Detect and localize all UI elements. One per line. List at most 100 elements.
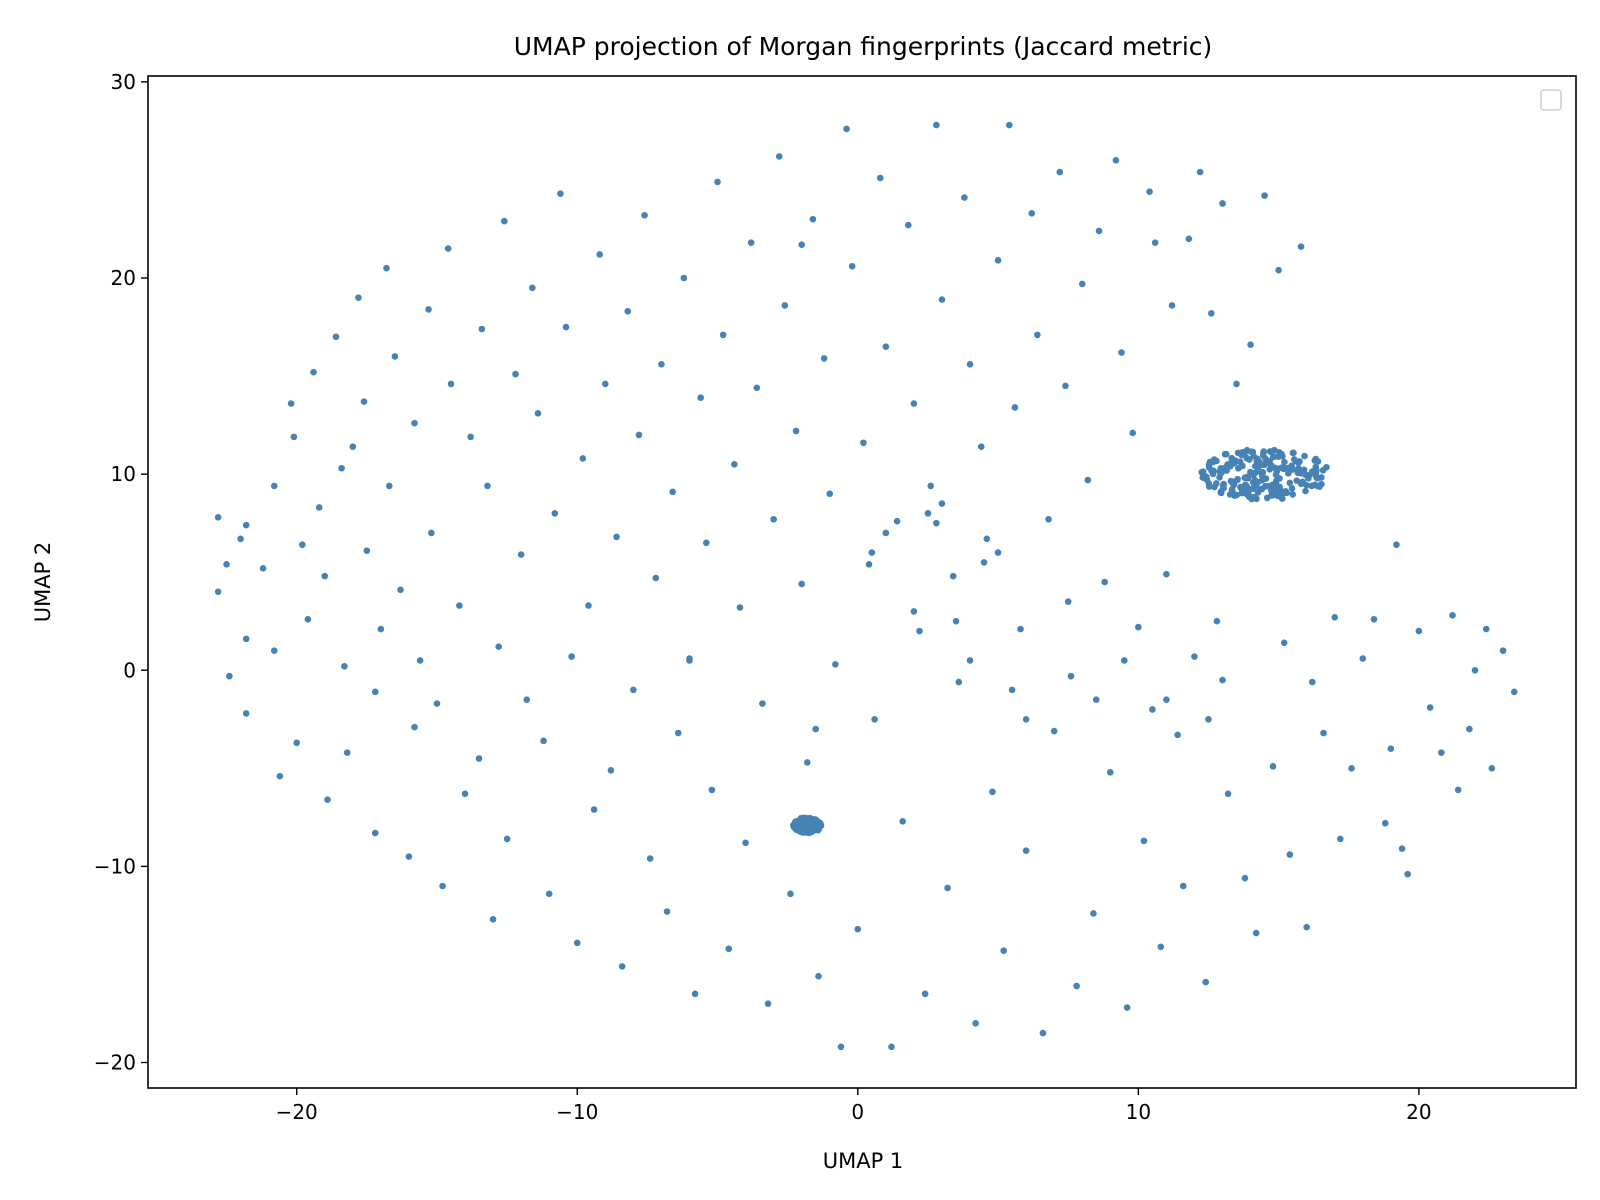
scatter-point: [882, 343, 890, 350]
scatter-point: [355, 294, 362, 301]
x-axis-label: UMAP 1: [823, 1149, 904, 1173]
scatter-point: [1157, 943, 1165, 951]
scatter-point: [1163, 696, 1170, 703]
scatter-point: [1252, 929, 1260, 937]
scatter-point: [1205, 715, 1212, 723]
scatter-point: [910, 400, 918, 407]
scatter-point: [349, 443, 357, 450]
scatter-point: [989, 788, 996, 796]
scatter-point: [980, 559, 988, 566]
scatter-point: [503, 835, 511, 843]
cluster-point: [1210, 467, 1217, 475]
scatter-point: [798, 241, 805, 248]
scatter-point: [1028, 209, 1036, 217]
y-tick-label: 0: [123, 658, 136, 682]
scatter-point: [1095, 227, 1103, 235]
scatter-point: [809, 215, 817, 223]
scatter-point: [630, 686, 637, 694]
scatter-point: [585, 602, 592, 609]
cluster-point: [797, 825, 804, 832]
scatter-point: [1121, 657, 1128, 664]
cluster-point: [1289, 491, 1297, 498]
scatter-point: [517, 551, 525, 558]
scatter-point: [798, 580, 805, 588]
cluster-point: [1301, 452, 1308, 460]
scatter-point: [1398, 845, 1406, 853]
cluster-point: [1276, 487, 1284, 495]
scatter-point: [579, 455, 587, 462]
scatter-point: [1320, 729, 1327, 737]
scatter-point: [1112, 157, 1120, 164]
scatter-point: [955, 678, 963, 686]
scatter-point: [674, 729, 682, 737]
cluster-point: [1250, 493, 1258, 501]
scatter-point: [214, 513, 222, 521]
scatter-point: [1101, 578, 1108, 586]
cluster-point: [1278, 450, 1285, 458]
scatter-point: [1454, 786, 1462, 794]
scatter-point: [377, 625, 385, 633]
scatter-point: [411, 419, 418, 427]
scatter-point: [1017, 625, 1024, 633]
scatter-point: [753, 384, 761, 392]
cluster-point: [1273, 468, 1280, 475]
scatter-point: [1247, 341, 1254, 348]
cluster-point: [1223, 463, 1231, 470]
cluster-point: [1294, 469, 1302, 477]
cluster-point: [1228, 486, 1236, 493]
scatter-point: [1151, 239, 1159, 247]
scatter-point: [669, 488, 676, 496]
scatter-point: [534, 410, 542, 417]
scatter-point: [686, 657, 693, 664]
cluster-point: [1282, 487, 1289, 495]
cluster-point: [1268, 448, 1275, 456]
cluster-point: [1300, 466, 1308, 474]
scatter-point: [691, 990, 699, 998]
scatter-point: [276, 772, 284, 780]
scatter-point: [832, 661, 839, 668]
scatter-point: [1000, 947, 1007, 955]
scatter-point: [1219, 200, 1226, 207]
cluster-point: [1223, 450, 1230, 458]
scatter-point: [613, 533, 620, 541]
scatter-point: [1381, 819, 1389, 827]
scatter-point: [590, 806, 598, 813]
scatter-point: [865, 561, 873, 568]
scatter-point: [456, 602, 463, 609]
scatter-point: [512, 370, 519, 378]
cluster-point: [1234, 449, 1242, 457]
scatter-point: [371, 829, 379, 837]
cluster-point: [1254, 489, 1262, 496]
cluster-point: [1217, 489, 1225, 496]
scatter-point: [787, 890, 794, 898]
scatter-point: [287, 400, 295, 407]
scatter-point: [1106, 768, 1114, 776]
scatter-point: [1050, 727, 1058, 735]
scatter-point: [484, 482, 491, 490]
scatter-point: [618, 963, 626, 970]
scatter-point: [966, 657, 974, 664]
scatter-point: [1005, 121, 1013, 129]
scatter-point: [1135, 623, 1142, 631]
scatter-point: [489, 916, 497, 923]
cluster-point: [1264, 459, 1271, 467]
scatter-point: [1118, 349, 1125, 356]
scatter-point: [1140, 837, 1148, 845]
scatter-point: [1191, 653, 1198, 660]
scatter-point: [475, 755, 483, 762]
scatter-point: [624, 308, 632, 315]
scatter-point: [899, 817, 906, 825]
scatter-point: [607, 766, 615, 774]
cluster-point: [1312, 463, 1320, 471]
scatter-point: [697, 394, 704, 401]
scatter-point: [495, 643, 502, 651]
scatter-point: [949, 572, 957, 580]
scatter-point: [1073, 982, 1080, 990]
scatter-point: [371, 688, 379, 696]
cluster-point: [1270, 481, 1278, 488]
scatter-point: [290, 433, 298, 441]
scatter-point: [725, 945, 733, 953]
scatter-point: [1438, 749, 1445, 756]
scatter-point: [1146, 188, 1153, 196]
cluster-point: [1251, 476, 1259, 484]
